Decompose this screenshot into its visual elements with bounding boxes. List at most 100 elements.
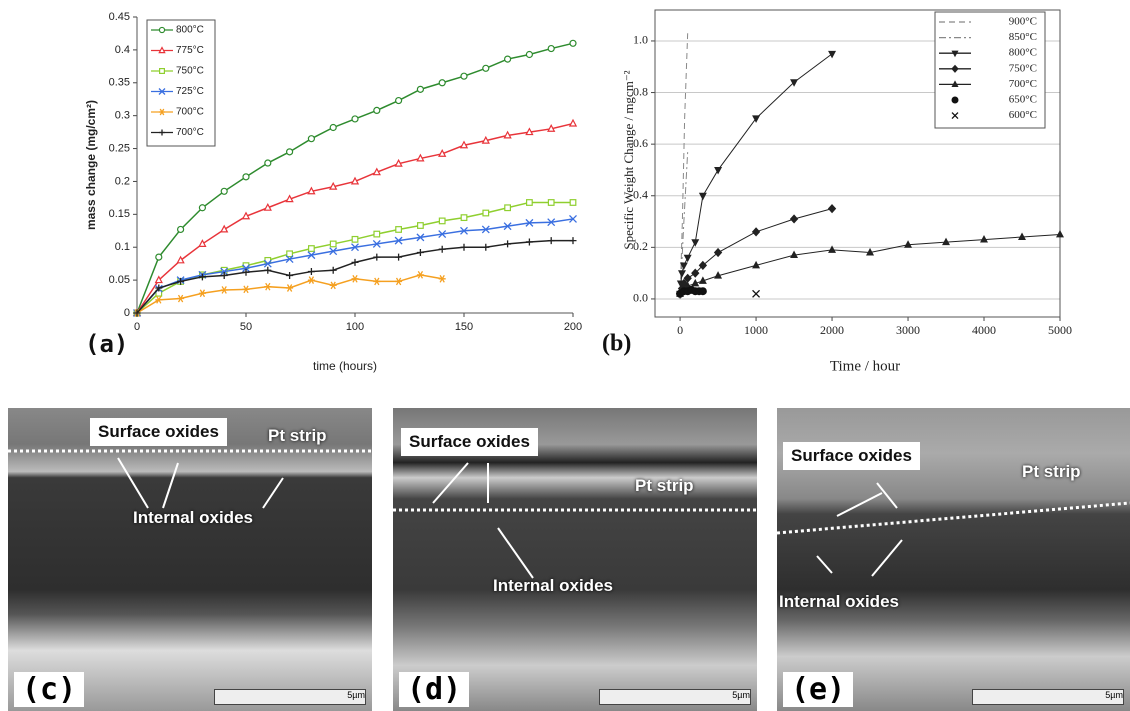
marker <box>569 214 577 223</box>
marker <box>285 194 294 203</box>
marker <box>155 253 163 261</box>
marker <box>220 267 229 276</box>
marker <box>177 225 185 234</box>
marker <box>155 284 163 292</box>
series-line <box>679 53 833 294</box>
marker <box>951 50 959 58</box>
marker <box>504 240 512 248</box>
marker <box>525 199 533 206</box>
marker <box>417 222 424 229</box>
legend-box <box>146 19 216 147</box>
marker <box>790 79 799 87</box>
annotation: Surface oxides <box>783 442 920 470</box>
marker <box>176 255 185 264</box>
marker <box>691 268 700 278</box>
marker <box>177 277 185 285</box>
y-axis-label: mass change (mg/cm²) <box>84 100 98 230</box>
marker <box>482 209 490 217</box>
marker <box>263 259 272 268</box>
panel-label: (c) <box>14 672 85 707</box>
marker <box>159 108 165 116</box>
panel-label: (d) <box>399 672 470 707</box>
marker <box>395 253 403 261</box>
marker <box>351 243 359 252</box>
marker <box>713 247 723 258</box>
legend-label: 700°C <box>176 127 204 138</box>
y-tick-label: 0.25 <box>109 142 130 154</box>
marker <box>155 296 163 304</box>
marker <box>460 243 468 251</box>
marker <box>751 227 761 237</box>
y-tick-label: 0.2 <box>633 239 648 253</box>
marker <box>460 72 468 80</box>
marker <box>154 275 163 284</box>
marker <box>372 167 381 176</box>
marker <box>1018 232 1026 240</box>
marker <box>329 123 337 132</box>
y-tick-label: 0.4 <box>633 187 648 201</box>
marker <box>394 158 403 167</box>
marker <box>329 266 337 274</box>
marker <box>351 258 359 266</box>
legend-label: 800°C <box>176 25 204 36</box>
marker <box>242 173 250 181</box>
legend-label: 750°C <box>176 66 204 77</box>
y-tick-label: 0.4 <box>115 44 130 56</box>
annotation: Pt strip <box>635 476 694 495</box>
marker <box>350 176 360 185</box>
marker <box>438 79 446 87</box>
y-tick-label: 0.35 <box>109 77 130 89</box>
series-line <box>136 218 574 314</box>
marker <box>547 237 555 245</box>
marker <box>198 273 206 281</box>
series-line <box>679 233 1061 295</box>
marker <box>866 247 875 256</box>
marker <box>177 294 185 303</box>
marker <box>698 287 707 296</box>
marker <box>525 238 533 246</box>
marker <box>714 271 723 279</box>
annotation: Internal oxides <box>133 508 253 527</box>
x-tick-label: 200 <box>564 321 582 333</box>
legend-label: 725°C <box>176 86 204 97</box>
marker <box>951 64 959 73</box>
marker <box>263 202 272 211</box>
annotation: Surface oxides <box>401 428 538 456</box>
x-axis-label: Time / hour <box>830 358 900 374</box>
marker <box>547 44 555 53</box>
marker <box>942 237 951 246</box>
marker <box>198 204 206 212</box>
x-tick-label: 3000 <box>896 323 920 337</box>
marker <box>752 260 761 269</box>
marker <box>159 67 166 74</box>
marker <box>980 235 988 243</box>
y-tick-label: 1.0 <box>633 33 648 47</box>
marker <box>503 130 512 139</box>
marker <box>307 186 316 195</box>
marker <box>307 276 315 284</box>
marker <box>481 135 490 144</box>
marker <box>307 268 315 276</box>
marker <box>242 268 250 276</box>
marker <box>569 237 577 245</box>
marker <box>307 135 315 143</box>
chart-a: 0 0.05 0.1 0.15 0.2 0.25 0.3 0.35 0.4 0.45 0 50 100 1… <box>84 11 582 373</box>
marker <box>416 271 424 279</box>
series-line <box>136 201 573 314</box>
marker <box>395 96 403 105</box>
legend-label: 850°C <box>1009 31 1037 43</box>
marker <box>241 211 251 220</box>
y-tick-label: 0.45 <box>109 11 130 23</box>
marker <box>683 254 692 263</box>
marker <box>504 55 512 63</box>
marker <box>329 247 338 256</box>
marker <box>308 245 315 252</box>
marker <box>220 272 228 280</box>
marker <box>438 217 446 225</box>
marker <box>373 230 381 238</box>
legend-label: 750°C <box>1009 62 1037 74</box>
panel-label: (b) <box>602 331 631 357</box>
x-tick-label: 0 <box>134 321 140 333</box>
marker <box>286 250 293 258</box>
